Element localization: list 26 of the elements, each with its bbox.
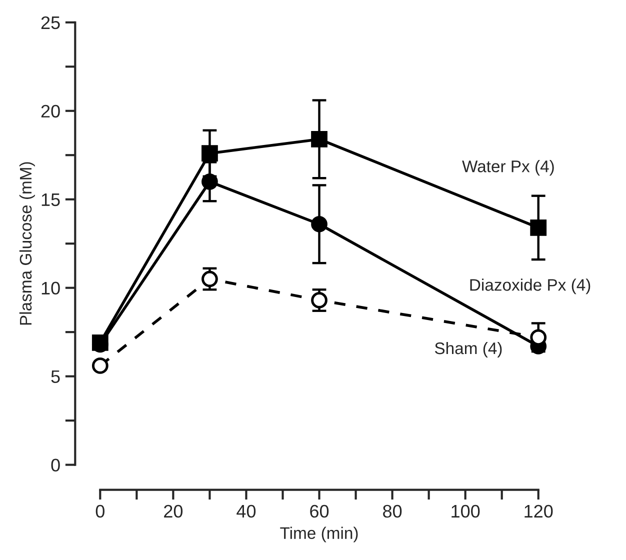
series-label: Diazoxide Px (4): [470, 278, 590, 294]
y-tick-label: 25: [41, 16, 60, 30]
y-tick-label: 15: [42, 193, 60, 206]
x-tick-label: 120: [524, 504, 553, 518]
series-label: Sham (4): [434, 342, 502, 358]
y-tick-label: 10: [42, 282, 60, 295]
x-tick-label: 60: [310, 504, 329, 518]
x-tick-label: 80: [383, 504, 402, 518]
y-axis-title: Plasma Glucose (mM): [19, 162, 35, 325]
point: [202, 270, 218, 288]
y-tick-label: 0: [51, 458, 60, 472]
x-tick-label: 0: [96, 504, 104, 518]
point: [311, 292, 328, 308]
x-tick-label: 40: [236, 504, 256, 518]
point: [311, 131, 328, 148]
x-axis-title: Time (min): [280, 526, 358, 542]
y-tick-label: 5: [51, 370, 60, 384]
series-label: Water Px (4): [462, 160, 554, 176]
point: [202, 173, 218, 190]
y-tick-label: 20: [41, 104, 60, 118]
x-tick-label: 20: [164, 504, 183, 518]
point: [311, 216, 328, 232]
point: [92, 358, 108, 374]
x-tick-label: 100: [452, 504, 480, 518]
point: [530, 219, 547, 236]
point: [202, 145, 218, 162]
